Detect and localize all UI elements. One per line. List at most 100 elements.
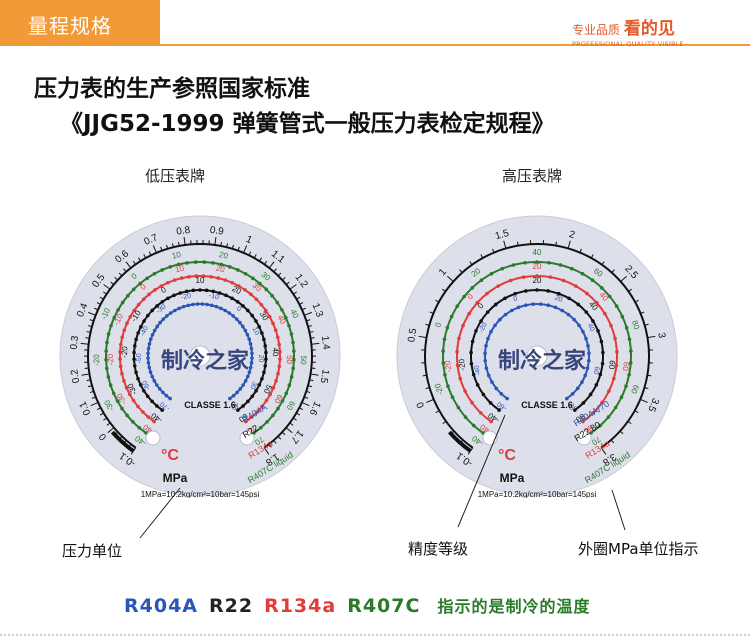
high-r22-ring-dot [474,329,478,333]
high-outer-mpa-tick [442,420,447,425]
low-r404a-ring-dot [249,361,254,365]
low-r134a-ring-dot [243,288,247,292]
high-r134a-ring-dot [455,350,459,354]
low-r134a-ring-dot [209,274,213,279]
low-r404a-ring-dot [191,302,195,307]
low-outer-mpa-tick [281,276,286,281]
high-r404a-ring-label: -40 [473,364,482,376]
high-r404a-ring-dot [565,396,569,401]
high-r134a-ring-dot [611,376,616,381]
low-r134a-ring-dot [216,276,221,280]
low-r22-ring-dot [254,319,258,323]
low-r404a-ring-dot [168,396,172,401]
high-r134a-ring-label: -20 [443,360,453,373]
section-tab-label: 量程规格 [28,14,112,38]
low-r404a-ring-dot [148,370,153,374]
low-r134a-ring-dot [254,297,259,302]
high-r407c-ring-dot [613,405,618,410]
high-r407c-ring-dot [445,325,450,330]
low-outer-mpa-tick [96,407,101,411]
low-r404a-ring-dot [148,337,153,342]
high-r134a-ring-dot [463,389,467,393]
high-outer-mpa-tick [567,240,571,249]
low-r134a-ring-dot [275,335,280,340]
low-r407c-ring-dot [289,375,294,379]
high-r407c-ring-dot [442,337,447,342]
high-r22-ring-dot [588,392,593,397]
low-outer-mpa-tick [231,244,234,249]
high-r407c-ring-dot [450,395,455,400]
low-r134a-ring-dot [236,284,241,288]
low-r134a-ring-dot [249,415,254,419]
low-r404a-ring-dot [250,356,254,360]
high-r22-ring-dot [485,310,490,314]
high-r407c-ring-dot [462,294,467,299]
high-r404a-ring-label: 20 [554,295,564,304]
high-r134a-ring-dot [508,278,513,283]
high-r134a-ring-label: 0 [465,292,475,302]
low-r22-ring-label: 40 [271,347,280,357]
high-r134a-ring-dot [607,389,611,393]
brand-highlight: 看的见 [623,19,675,39]
high-r22-ring-label: -20 [457,358,467,371]
high-r134a-ring-dot [609,323,613,328]
low-r407c-ring-dot [193,260,198,264]
low-r134a-ring-dot [136,302,141,307]
low-outer-mpa-tick [103,284,111,290]
low-r134a-ring-dot [244,419,248,424]
high-outer-mpa-tick [469,261,473,266]
low-r134a-ring-label: 0 [139,282,149,292]
low-outer-mpa-tick [96,302,101,305]
low-r407c-ring-label: 20 [218,250,229,261]
low-outer-mpa-tick [103,291,107,295]
low-r22-ring-dot [236,408,240,412]
high-r407c-ring-dot [606,415,611,419]
high-r404a-ring-dot [586,344,590,348]
low-r22-ring-dot [138,383,143,387]
low-r404a-ring-dot [238,320,242,325]
low-r134a-ring-label: 20 [215,264,226,275]
high-r404a-ring-dot [509,308,514,313]
heading-line-2: 《JJG52-1999 弹簧管式一般压力表检定规程》 [60,111,555,137]
low-r22-ring-dot [142,388,146,393]
high-r134a-ring-dot [535,274,539,278]
low-outer-mpa-tick [138,257,141,262]
low-r134a-ring-dot [259,302,264,307]
high-outer-mpa-tick [426,398,434,403]
low-r407c-ring-dot [145,276,149,281]
high-r134a-ring-dot [521,275,526,279]
low-r407c-ring-dot [116,308,120,312]
low-r404a-ring-dot [161,390,165,395]
low-outer-mpa-tick [299,407,304,411]
high-pressure-unit: MPa [500,471,525,485]
low-r134a-ring-dot [267,314,272,319]
low-r134a-ring-dot [201,274,206,278]
low-r134a-ring-label: 10 [174,263,185,274]
low-r404a-ring-label: -50 [136,353,143,363]
high-r404a-ring-label: 70 [567,401,577,411]
low-r407c-ring-dot [104,349,108,353]
high-outer-mpa-tick [492,248,495,253]
high-outer-mpa-label: 0.5 [406,327,419,343]
low-r22-ring-dot [145,394,150,399]
low-outer-mpa-label: 0.4 [75,301,90,318]
legend-r22: R22 [209,595,254,617]
low-r22-ring-dot [172,293,176,298]
low-r22-ring-dot [134,370,138,375]
high-outer-mpa-tick [644,323,649,326]
low-r134a-ring-dot [153,288,157,292]
high-r22-ring-dot [601,350,605,355]
low-r407c-ring-dot [284,315,288,320]
low-r22-ring-dot [178,291,183,295]
high-r407c-ring-dot [470,286,475,290]
low-r22-ring-dot [260,376,264,381]
low-outer-mpa-tick [263,447,270,455]
low-r134a-ring-dot [268,392,273,397]
low-r404a-ring-label: -60 [141,379,152,391]
high-r404a-ring-dot [494,386,499,391]
low-r404a-ring-dot [231,314,235,318]
low-outer-mpa-tick [110,281,115,285]
low-r404a-ring-dot [235,390,239,395]
low-r407c-ring-dot [270,293,274,298]
low-outer-mpa-tick [285,281,290,285]
